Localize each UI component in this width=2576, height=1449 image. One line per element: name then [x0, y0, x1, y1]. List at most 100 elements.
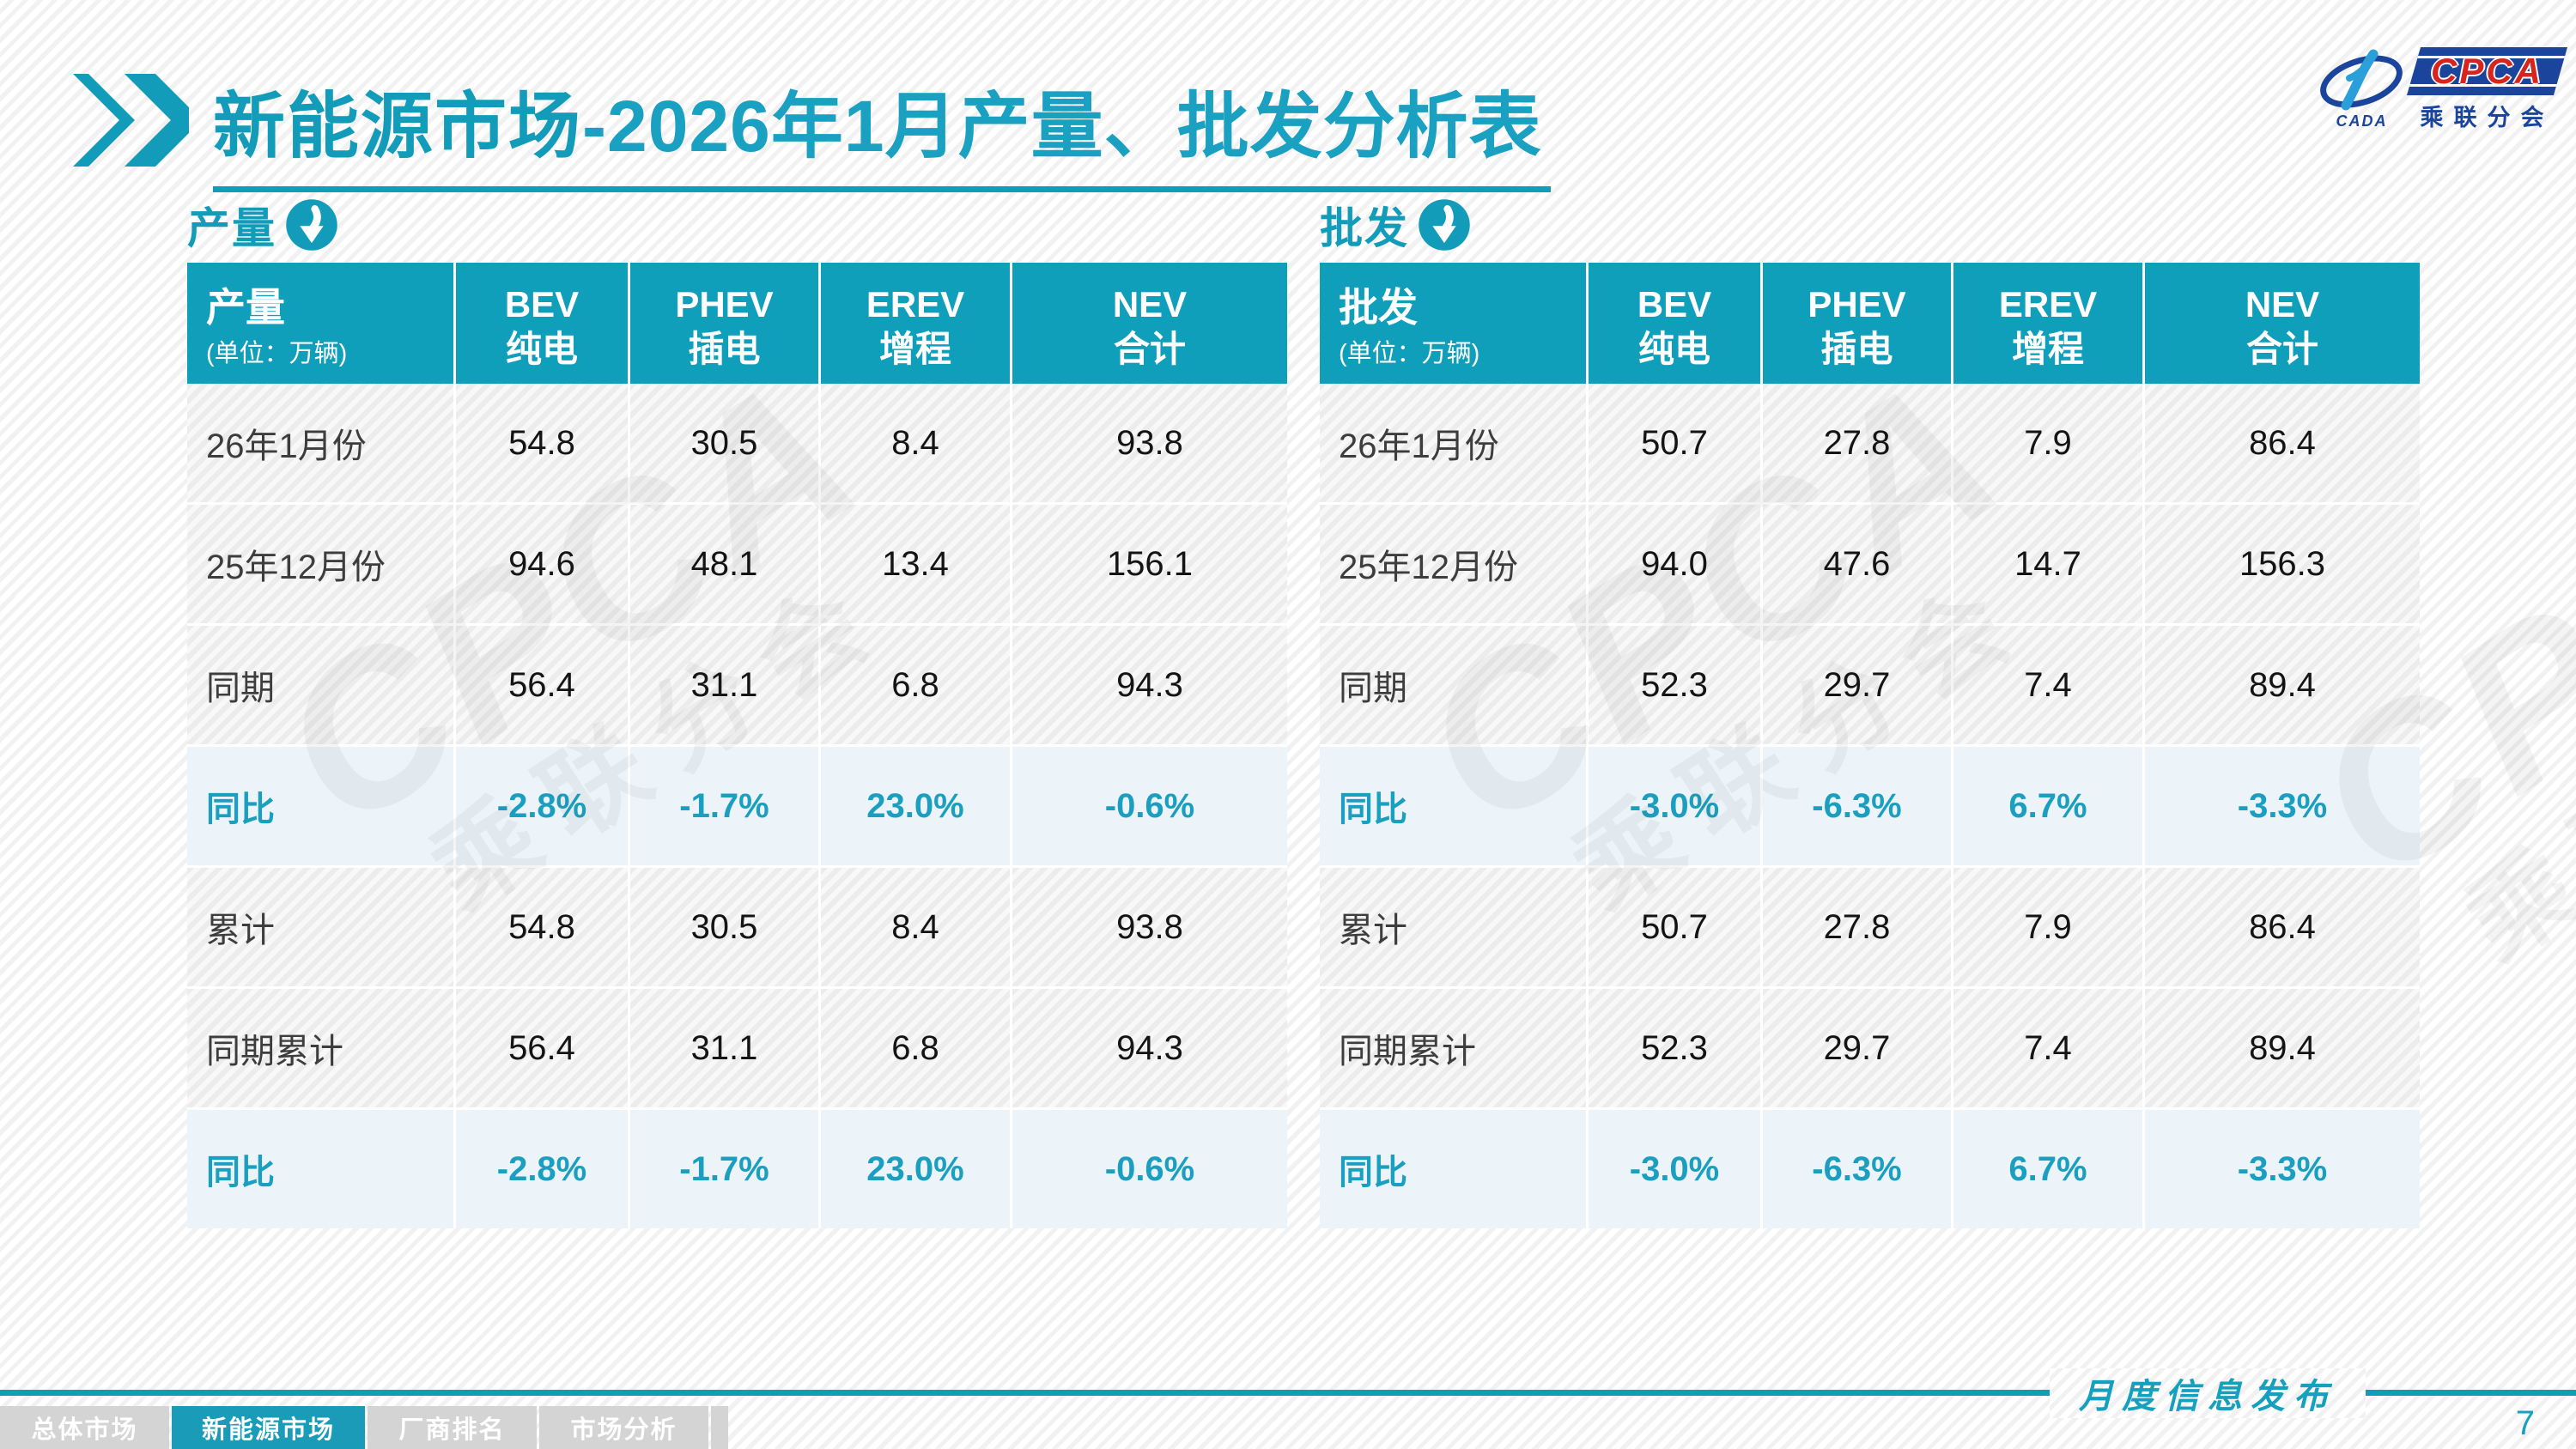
- page-number: 7: [2515, 1404, 2535, 1442]
- footer-tab-0[interactable]: 总体市场: [0, 1406, 169, 1449]
- footer-tab-1[interactable]: 新能源市场: [172, 1406, 365, 1449]
- wholesale-row-2-value-3: 89.4: [2145, 626, 2420, 744]
- wholesale-row-5-label: 同期累计: [1320, 989, 1586, 1107]
- wholesale-row-1-value-0: 94.0: [1589, 505, 1760, 623]
- production-row-4-value-2: 8.4: [821, 868, 1010, 986]
- wholesale-row-4-label: 累计: [1320, 868, 1586, 986]
- production-row-1-value-2: 13.4: [821, 505, 1010, 623]
- wholesale-row-6-value-0: -3.0%: [1589, 1110, 1760, 1228]
- wholesale-row-5-value-3: 89.4: [2145, 989, 2420, 1107]
- production-row-1-value-3: 156.1: [1012, 505, 1287, 623]
- production-panel-title: 产量: [187, 204, 276, 252]
- wholesale-col-header-erev: EREV 增程: [1953, 263, 2142, 391]
- wholesale-row-6-value-2: 6.7%: [1953, 1110, 2142, 1228]
- production-col-header-bev: BEV 纯电: [456, 263, 628, 391]
- production-row-0-value-1: 30.5: [630, 384, 818, 502]
- wholesale-row-2-value-0: 52.3: [1589, 626, 1760, 744]
- wholesale-row-2-label: 同期: [1320, 626, 1586, 744]
- production-panel: 产量 产量 (单位：万辆) BEV 纯电 PHEV 插电 EREV 增程 NEV 合计 26年1月份…: [187, 192, 1287, 1228]
- wholesale-col-header-bev: BEV 纯电: [1589, 263, 1760, 391]
- wholesale-row-1-label: 25年12月份: [1320, 505, 1586, 623]
- cada-swoosh-icon: CADA: [2317, 49, 2407, 130]
- footer-tabs: 总体市场 新能源市场 厂商排名 市场分析: [0, 1406, 728, 1449]
- production-row-0-label: 26年1月份: [187, 384, 453, 502]
- production-row-5-value-1: 31.1: [630, 989, 818, 1107]
- production-row-0-value-0: 54.8: [456, 384, 628, 502]
- wholesale-row-6-value-1: -6.3%: [1763, 1110, 1951, 1228]
- cada-label: CADA: [2336, 112, 2388, 130]
- production-row-2-value-3: 94.3: [1012, 626, 1287, 744]
- production-row-2-value-1: 31.1: [630, 626, 818, 744]
- production-row-3-value-3: -0.6%: [1012, 747, 1287, 865]
- production-row-6-value-2: 23.0%: [821, 1110, 1010, 1228]
- production-table: 产量 (单位：万辆) BEV 纯电 PHEV 插电 EREV 增程 NEV 合计 26年1月份 54.…: [187, 263, 1287, 1228]
- production-col-header-phev: PHEV 插电: [630, 263, 818, 391]
- wholesale-panel: 批发 批发 (单位：万辆) BEV 纯电 PHEV 插电 EREV 增程 NEV 合计 26年1月份…: [1320, 192, 2420, 1228]
- tables-area: 产量 产量 (单位：万辆) BEV 纯电 PHEV 插电 EREV 增程 NEV 合计 26年1月份…: [187, 192, 2420, 1228]
- wholesale-row-0-label: 26年1月份: [1320, 384, 1586, 502]
- production-row-5-value-0: 56.4: [456, 989, 628, 1107]
- wholesale-row-5-value-2: 7.4: [1953, 989, 2142, 1107]
- wholesale-row-3-label: 同比: [1320, 747, 1586, 865]
- production-row-1-value-1: 48.1: [630, 505, 818, 623]
- page-title-main: 新能源市场: [213, 86, 583, 167]
- production-row-0-value-3: 93.8: [1012, 384, 1287, 502]
- production-row-6-value-0: -2.8%: [456, 1110, 628, 1228]
- production-row-2-value-2: 6.8: [821, 626, 1010, 744]
- production-row-6-label: 同比: [187, 1110, 453, 1228]
- wholesale-row-5-value-0: 52.3: [1589, 989, 1760, 1107]
- production-row-5-label: 同期累计: [187, 989, 453, 1107]
- production-row-5-value-2: 6.8: [821, 989, 1010, 1107]
- wholesale-row-1-value-1: 47.6: [1763, 505, 1951, 623]
- cpca-subtitle: 乘联分会: [2420, 105, 2555, 130]
- production-row-5-value-3: 94.3: [1012, 989, 1287, 1107]
- footer-tab-2[interactable]: 厂商排名: [368, 1406, 537, 1449]
- wholesale-row-3-value-3: -3.3%: [2145, 747, 2420, 865]
- wholesale-row-1-value-2: 14.7: [1953, 505, 2142, 623]
- production-row-3-label: 同比: [187, 747, 453, 865]
- wholesale-row-0-value-3: 86.4: [2145, 384, 2420, 502]
- wholesale-row-4-value-2: 7.9: [1953, 868, 2142, 986]
- footer-tab-stub: [711, 1406, 728, 1449]
- page-title: 新能源市场-2026年1月产量、批发分析表: [213, 69, 1551, 192]
- wholesale-row-0-value-2: 7.9: [1953, 384, 2142, 502]
- wholesale-row-4-value-3: 86.4: [2145, 868, 2420, 986]
- down-arrow-icon: [286, 199, 337, 251]
- wholesale-row-2-value-2: 7.4: [1953, 626, 2142, 744]
- production-header-cell: 产量 (单位：万辆): [187, 263, 453, 391]
- wholesale-row-1-value-3: 156.3: [2145, 505, 2420, 623]
- production-row-1-value-0: 94.6: [456, 505, 628, 623]
- slide-header: 新能源市场-2026年1月产量、批发分析表: [73, 69, 1551, 192]
- production-row-4-value-0: 54.8: [456, 868, 628, 986]
- wholesale-row-4-value-0: 50.7: [1589, 868, 1760, 986]
- wholesale-row-5-value-1: 29.7: [1763, 989, 1951, 1107]
- page-title-rest: -2026年1月产量、批发分析表: [582, 86, 1542, 167]
- production-row-4-value-3: 93.8: [1012, 868, 1287, 986]
- footer-tab-3[interactable]: 市场分析: [539, 1406, 708, 1449]
- cpca-logo: CADA CPCA 乘联分会: [2317, 47, 2568, 132]
- wholesale-col-header-nev: NEV 合计: [2145, 263, 2420, 391]
- cpca-badge: CPCA: [2406, 47, 2568, 95]
- wholesale-header-cell: 批发 (单位：万辆): [1320, 263, 1586, 391]
- double-chevron-icon: [73, 74, 189, 167]
- production-col-header-nev: NEV 合计: [1012, 263, 1287, 391]
- wholesale-row-6-value-3: -3.3%: [2145, 1110, 2420, 1228]
- wholesale-row-0-value-0: 50.7: [1589, 384, 1760, 502]
- wholesale-row-2-value-1: 29.7: [1763, 626, 1951, 744]
- wholesale-row-0-value-1: 27.8: [1763, 384, 1951, 502]
- wholesale-row-4-value-1: 27.8: [1763, 868, 1951, 986]
- wholesale-col-header-phev: PHEV 插电: [1763, 263, 1951, 391]
- wholesale-row-3-value-0: -3.0%: [1589, 747, 1760, 865]
- cpca-label: CPCA: [2430, 51, 2543, 91]
- production-row-3-value-2: 23.0%: [821, 747, 1010, 865]
- production-row-3-value-0: -2.8%: [456, 747, 628, 865]
- wholesale-panel-title: 批发: [1320, 204, 1409, 252]
- production-row-0-value-2: 8.4: [821, 384, 1010, 502]
- production-row-6-value-3: -0.6%: [1012, 1110, 1287, 1228]
- production-row-4-label: 累计: [187, 868, 453, 986]
- wholesale-row-3-value-1: -6.3%: [1763, 747, 1951, 865]
- wholesale-row-6-label: 同比: [1320, 1110, 1586, 1228]
- publication-label: 月度信息发布: [2079, 1376, 2336, 1416]
- wholesale-table: 批发 (单位：万辆) BEV 纯电 PHEV 插电 EREV 增程 NEV 合计 26年1月份 50.…: [1320, 263, 2420, 1228]
